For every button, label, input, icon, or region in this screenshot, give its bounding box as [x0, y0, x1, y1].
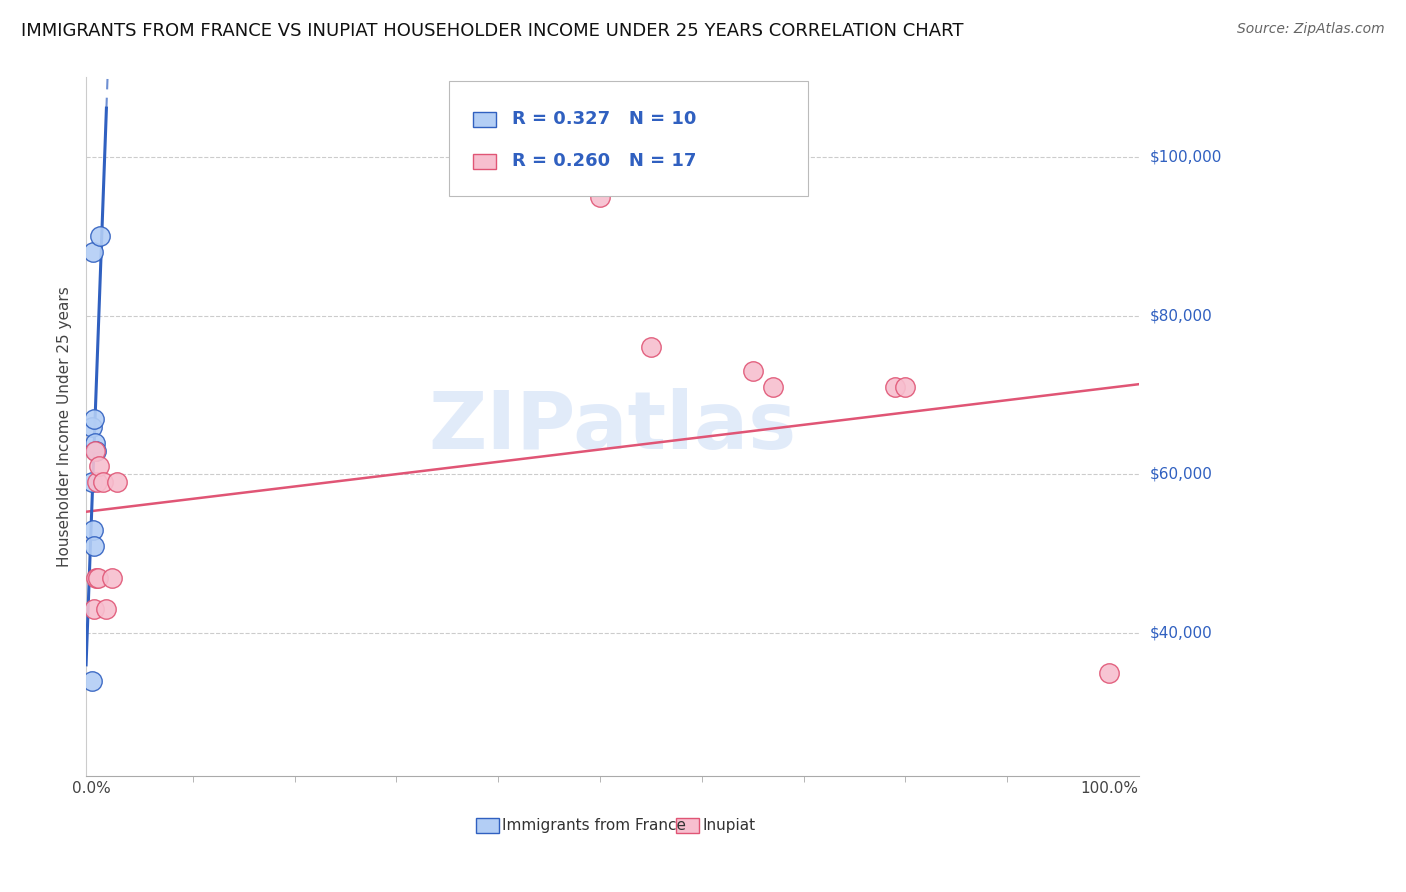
Text: $40,000: $40,000 [1150, 625, 1212, 640]
FancyBboxPatch shape [676, 818, 699, 833]
Text: $100,000: $100,000 [1150, 149, 1222, 164]
Text: IMMIGRANTS FROM FRANCE VS INUPIAT HOUSEHOLDER INCOME UNDER 25 YEARS CORRELATION : IMMIGRANTS FROM FRANCE VS INUPIAT HOUSEH… [21, 22, 963, 40]
FancyBboxPatch shape [450, 81, 807, 196]
Text: Inupiat: Inupiat [702, 818, 755, 833]
Text: Immigrants from France: Immigrants from France [502, 818, 686, 833]
Text: Source: ZipAtlas.com: Source: ZipAtlas.com [1237, 22, 1385, 37]
Text: R = 0.260   N = 17: R = 0.260 N = 17 [512, 153, 696, 170]
FancyBboxPatch shape [472, 112, 496, 127]
FancyBboxPatch shape [475, 818, 499, 833]
Text: $60,000: $60,000 [1150, 467, 1212, 482]
Text: ZIPatlas: ZIPatlas [429, 388, 797, 466]
FancyBboxPatch shape [472, 153, 496, 169]
Y-axis label: Householder Income Under 25 years: Householder Income Under 25 years [58, 286, 72, 567]
Text: $80,000: $80,000 [1150, 308, 1212, 323]
Text: R = 0.327   N = 10: R = 0.327 N = 10 [512, 111, 696, 128]
